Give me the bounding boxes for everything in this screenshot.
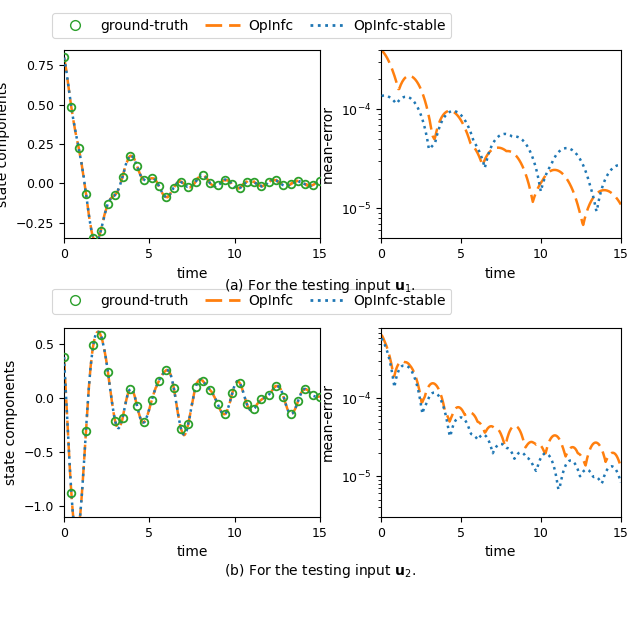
Y-axis label: mean-error: mean-error (321, 105, 335, 183)
Text: (b) For the testing input $\mathbf{u}_2$.: (b) For the testing input $\mathbf{u}_2$… (224, 562, 416, 580)
Text: (a) For the testing input $\mathbf{u}_1$.: (a) For the testing input $\mathbf{u}_1$… (224, 277, 416, 295)
Y-axis label: state components: state components (4, 360, 18, 485)
Y-axis label: mean-error: mean-error (321, 383, 335, 462)
X-axis label: time: time (485, 545, 516, 559)
X-axis label: time: time (485, 267, 516, 280)
Y-axis label: state components: state components (0, 81, 10, 207)
X-axis label: time: time (176, 545, 208, 559)
Legend: ground-truth, OpInfc, OpInfc-stable: ground-truth, OpInfc, OpInfc-stable (52, 288, 451, 314)
X-axis label: time: time (176, 267, 208, 280)
Legend: ground-truth, OpInfc, OpInfc-stable: ground-truth, OpInfc, OpInfc-stable (52, 13, 451, 38)
